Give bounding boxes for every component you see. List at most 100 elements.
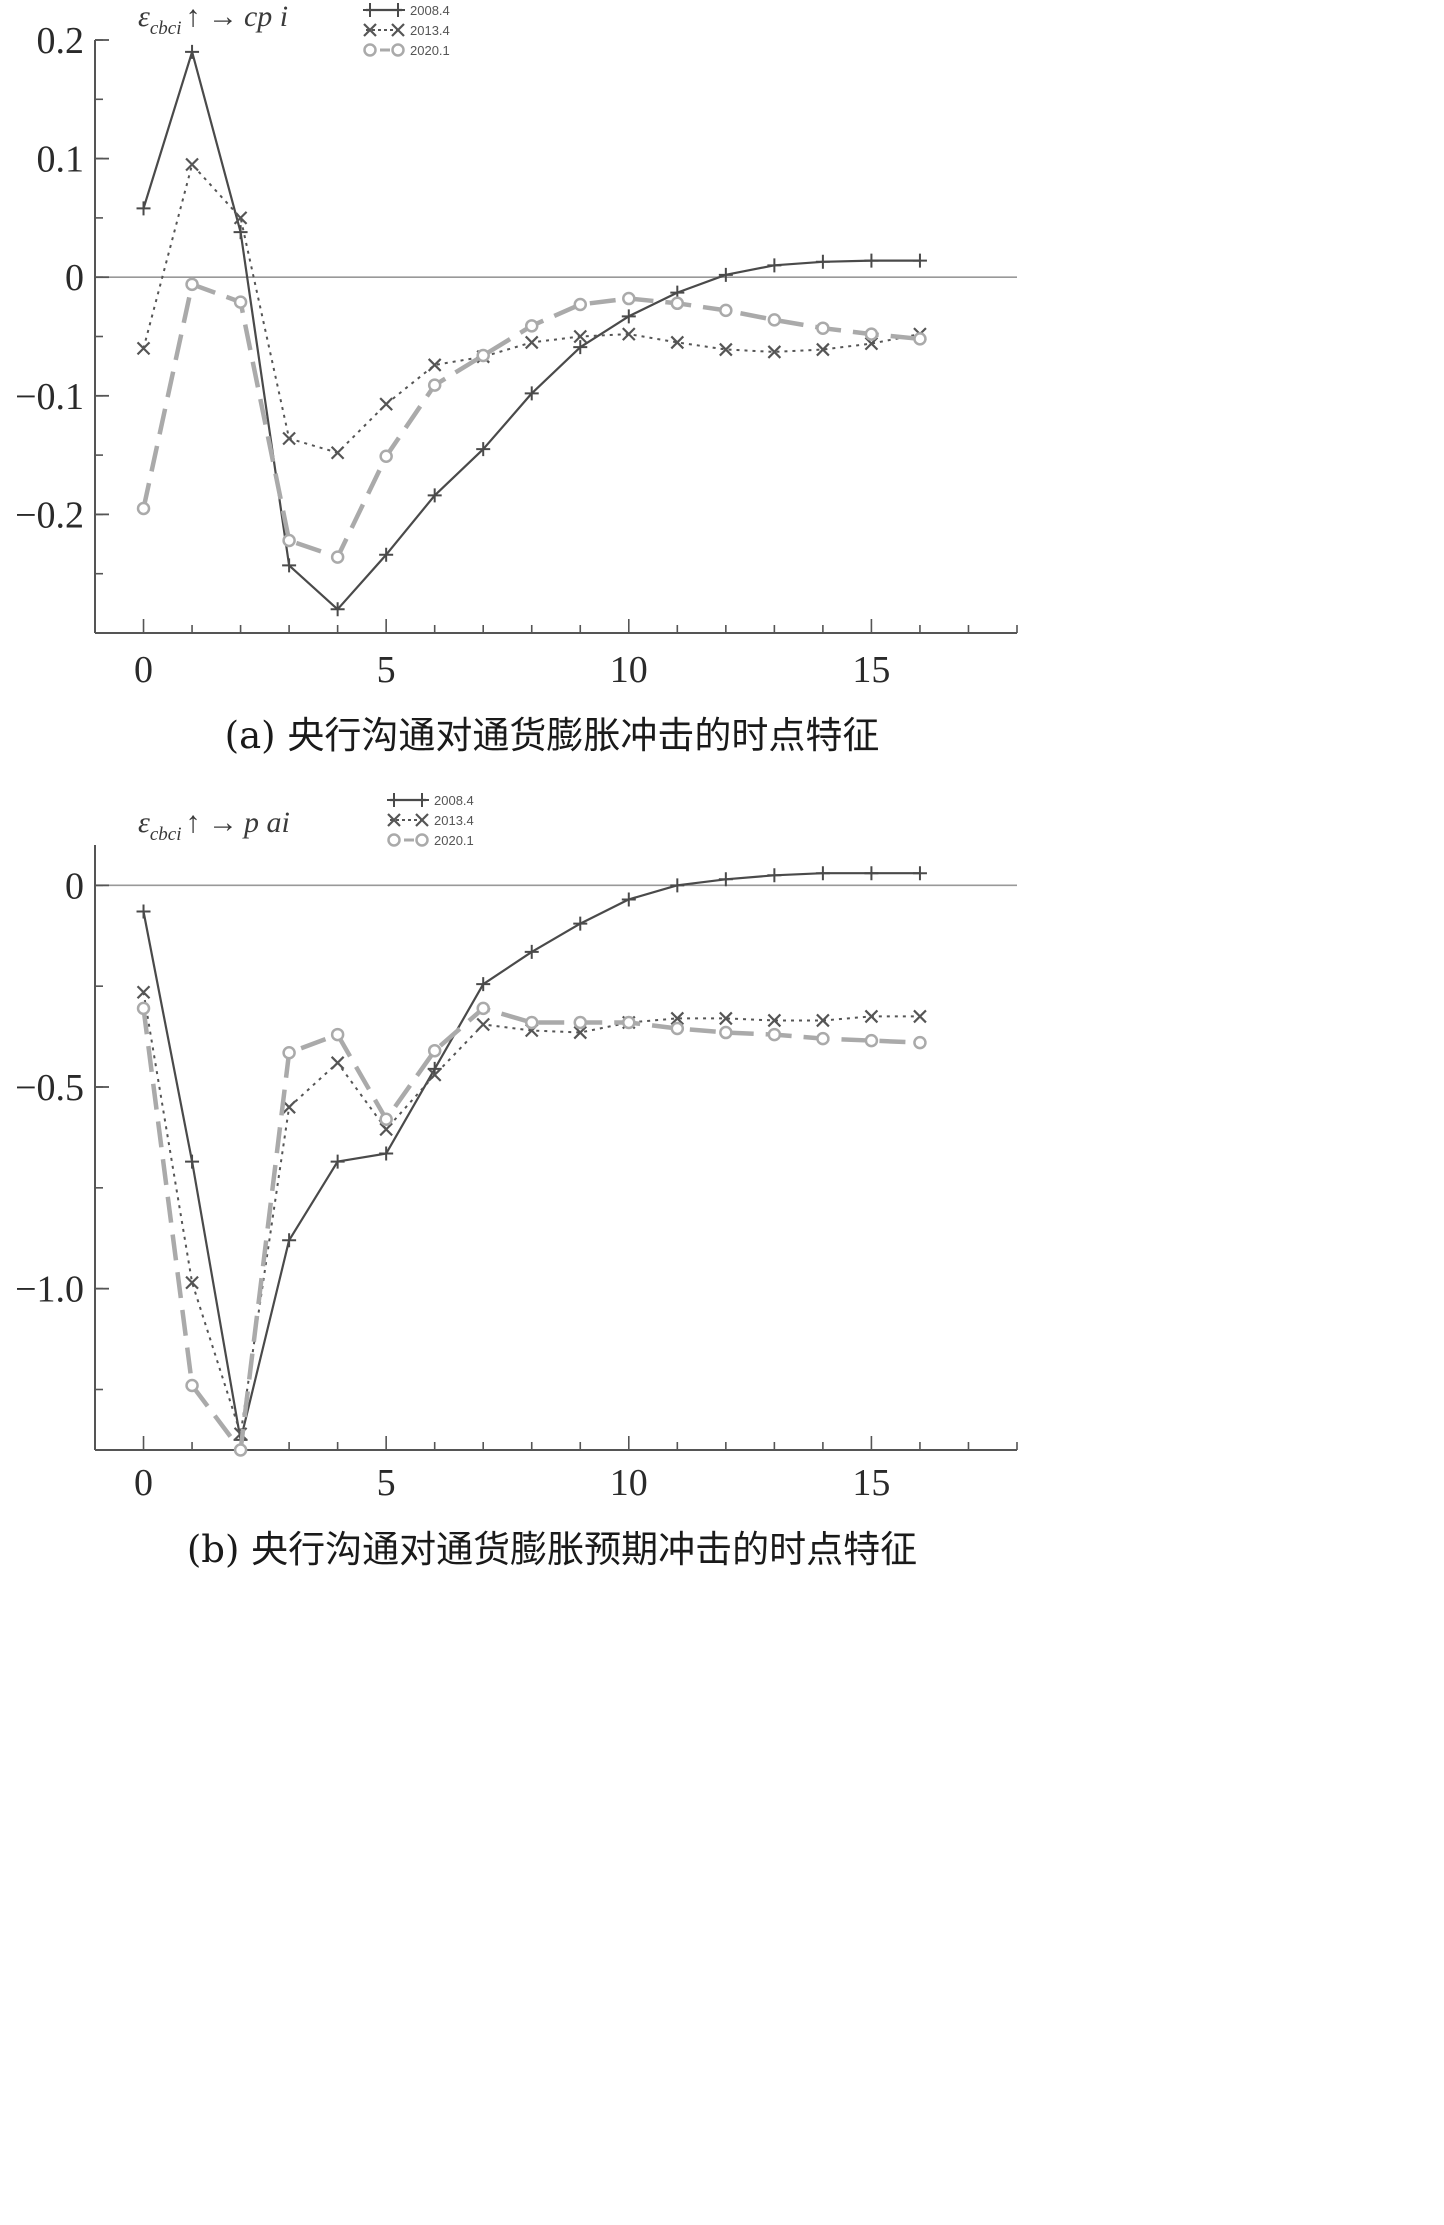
y-tick-label: −0.1 [15,376,84,418]
x-tick-label: 0 [134,1462,153,1504]
legend-marker [391,3,405,17]
legend-marker [387,833,401,847]
data-point [136,501,151,516]
legend-entry: 2008.4 [387,793,474,808]
data-point [622,291,636,306]
data-point [719,342,733,357]
data-point [864,336,879,351]
panel-label: εcbci ↑ → p ai [138,806,290,845]
data-point [379,547,394,562]
data-point [233,295,248,309]
legend-label: 2013.4 [410,23,450,38]
series-line [142,163,921,454]
data-point [233,211,248,225]
data-point [621,892,636,907]
data-point [427,1068,442,1082]
y-tick-label: −0.2 [15,494,84,536]
series-line [141,1006,920,1453]
y-ticks: 0 −0.5 −1.0 [15,865,109,1391]
data-point [573,329,588,344]
series-2013-4 [136,157,927,460]
y-tick-label: 0.1 [37,139,85,181]
data-point [330,445,345,460]
x-tick-label: 5 [377,1462,396,1504]
data-point [233,225,248,240]
data-point [670,1011,685,1026]
series-2020-1 [136,277,927,564]
data-point [815,866,830,881]
legend-label: 2008.4 [410,3,450,18]
series-2013-4 [136,985,927,1441]
data-point [136,1001,151,1016]
data-point [379,1146,394,1161]
data-point [767,313,782,327]
legend-marker [363,3,377,17]
data-point [136,201,151,216]
data-point [573,340,588,355]
data-point [573,1015,588,1030]
data-point [136,341,151,356]
data-point [476,1017,490,1032]
data-point [476,348,490,363]
y-ticks: 0.2 0.1 0 −0.1 −0.2 [15,20,109,575]
legend-entry: 2008.4 [363,3,450,18]
data-point [573,916,588,931]
data-point [767,258,782,273]
legend-label: 2013.4 [434,813,474,828]
data-point [524,944,539,959]
series-group [136,866,927,1457]
data-point [330,550,345,564]
data-point [185,277,199,292]
data-point [330,1027,345,1042]
data-point [185,1154,200,1169]
data-point [330,602,345,617]
data-point [185,1275,199,1290]
data-point [524,335,539,350]
legend-label: 2020.1 [434,833,474,848]
legend: 2008.4 2013.4 2020.1 [387,793,474,848]
data-point [670,335,685,350]
y-tick-label: −0.5 [15,1067,84,1109]
data-point [233,1443,248,1457]
data-point [524,319,539,333]
data-point [767,1027,782,1042]
data-point [816,342,830,357]
data-point [864,1009,879,1024]
data-point [136,904,151,919]
data-point [379,397,393,411]
data-point [185,157,199,172]
data-point [330,1154,345,1169]
data-point [913,1009,927,1024]
legend: 2008.4 2013.4 2020.1 [363,3,450,58]
data-point [864,327,879,341]
y-tick-label: 0 [65,865,84,907]
data-point [767,868,782,883]
data-point [670,296,685,311]
data-point [719,303,733,318]
data-point [864,253,879,268]
series-2020-1 [136,1001,927,1457]
x-tick-label: 0 [134,649,153,691]
caption: (a) 央行沟通对通货膨胀冲击的时点特征 [225,714,880,757]
data-point [282,1233,297,1248]
legend-marker [363,43,377,57]
x-ticks: 0 5 10 15 [134,1436,1018,1504]
legend-marker [387,793,401,807]
data-point [136,985,151,999]
data-point [670,878,685,893]
legend-entry: 2020.1 [387,833,474,848]
data-point [427,358,442,372]
data-point [622,1015,636,1030]
data-point [815,254,830,269]
data-point [524,1015,539,1030]
data-point [913,1035,927,1050]
chart-panel-a: 0.2 0.1 0 −0.1 −0.2 0 5 10 15 2008.4 2013.4 2020.… [15,0,1018,757]
data-point [282,558,297,573]
data-point [330,1056,345,1070]
data-point [427,1043,442,1058]
legend-label: 2008.4 [434,793,474,808]
axes [94,40,1017,634]
data-point [476,1001,490,1016]
data-point [282,431,296,446]
data-point [864,866,879,881]
